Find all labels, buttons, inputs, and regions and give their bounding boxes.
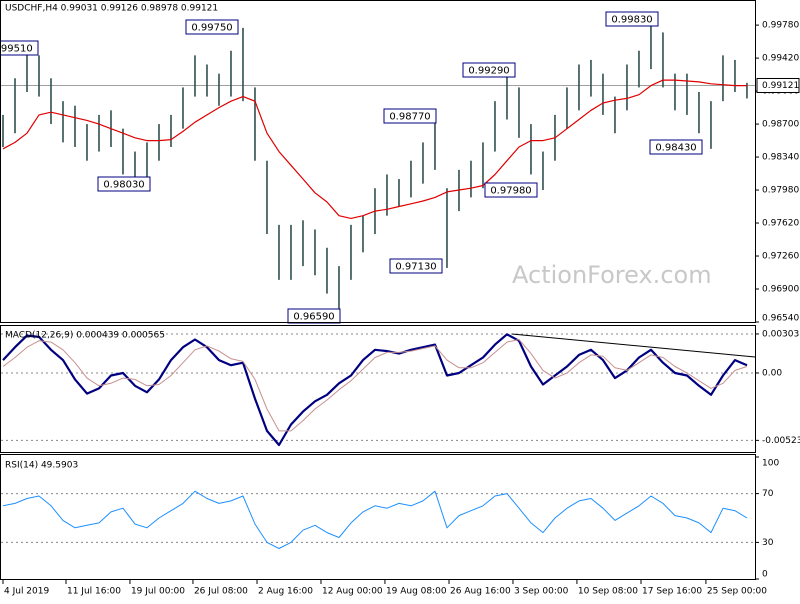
annotation-box (383, 108, 437, 124)
y-tick-label: 0.98700 (762, 120, 799, 130)
annotation-label: 0.99510 (0, 44, 33, 55)
annotation-label: 0.99290 (468, 66, 509, 77)
chart-layer: 0.997800.994200.990600.987000.983400.979… (0, 4, 800, 597)
annotation-label: 0.98030 (103, 180, 144, 191)
moving-average-line (2, 79, 747, 219)
x-tick-label: 19 Aug 08:00 (386, 587, 447, 597)
y-tick-label: 0.97620 (762, 219, 799, 229)
price-panel-frame (0, 0, 756, 323)
signal-line (2, 339, 748, 432)
x-tick-label: 26 Jul 08:00 (194, 587, 248, 597)
y-tick-label: 0.99780 (762, 21, 799, 31)
annotation-label: 0.99830 (611, 15, 652, 26)
annotation-box (0, 40, 39, 56)
y-tick-label: 0.00 (762, 368, 782, 378)
panel-title: USDCHF,H4 0.99031 0.99126 0.98978 0.9912… (5, 4, 218, 14)
annotation-label: 0.97980 (490, 186, 531, 197)
macd-line (2, 333, 748, 447)
x-tick-label: 2 Aug 16:00 (258, 587, 313, 597)
y-tick-label: 0.96900 (762, 285, 799, 295)
x-tick-label: 4 Jul 2019 (4, 587, 49, 597)
annotation-box (97, 176, 151, 192)
x-tick-label: 17 Sep 16:00 (642, 587, 702, 597)
panel-title: RSI(14) 49.5903 (5, 461, 78, 471)
annotation-box (605, 11, 659, 27)
y-tick-label: 0.96540 (762, 314, 799, 324)
annotation-label: 0.97130 (395, 262, 436, 273)
x-tick-label: 26 Aug 16:00 (450, 587, 511, 597)
rsi-panel-frame (0, 454, 756, 580)
y-tick-label: 0.97980 (762, 186, 799, 196)
panel-title: MACD(12,26,9) 0.000439 0.000565 (5, 331, 165, 341)
y-tick-label: 100 (762, 459, 779, 469)
y-tick-label: 0.98340 (762, 153, 799, 163)
y-tick-label: 0.00303 (762, 329, 799, 339)
annotation-box (649, 139, 703, 155)
last-price-box (756, 77, 800, 93)
macd-trend-line (511, 333, 756, 358)
x-tick-label: 3 Sep 00:00 (514, 587, 569, 597)
annotation-label: 0.98770 (389, 112, 430, 123)
x-tick-label: 19 Jul 00:00 (131, 587, 185, 597)
x-tick-label: 12 Aug 00:00 (322, 587, 383, 597)
x-tick-label: 25 Sep 00:00 (707, 587, 767, 597)
annotation-box (389, 258, 443, 274)
y-tick-label: 70 (762, 489, 774, 499)
y-tick-label: 0 (762, 570, 768, 580)
rsi-line (2, 490, 748, 549)
y-tick-label: 0.97260 (762, 252, 799, 262)
watermark: ActionForex.com (512, 261, 712, 289)
annotation-label: 0.99750 (191, 23, 232, 34)
y-tick-label: 0.99420 (762, 54, 799, 64)
macd-panel-frame (0, 325, 756, 453)
y-tick-label: 30 (762, 538, 774, 548)
y-tick-label: -0.005236 (762, 436, 800, 446)
annotation-box (462, 62, 516, 78)
annotation-box (185, 19, 239, 35)
x-tick-label: 11 Jul 16:00 (67, 587, 121, 597)
annotation-label: 0.98430 (655, 143, 696, 154)
annotation-box (484, 182, 538, 198)
x-tick-label: 10 Sep 08:00 (578, 587, 638, 597)
annotation-label: 0.96590 (293, 312, 334, 323)
last-price-label: 0.99121 (762, 81, 799, 91)
